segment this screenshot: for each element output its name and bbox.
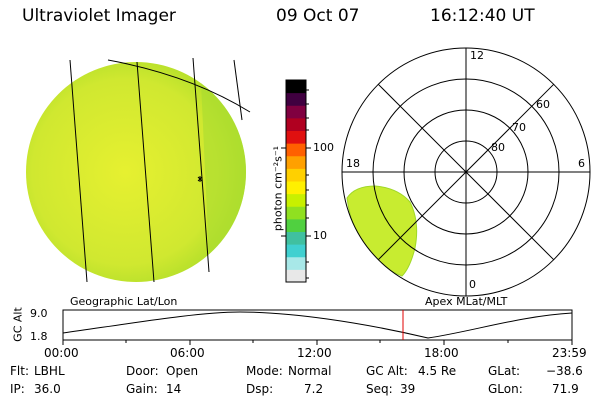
image-date: 09 Oct 07 — [276, 6, 360, 26]
seq-label: Seq: — [366, 382, 393, 396]
xtick-2359: 23:59 — [552, 346, 587, 360]
colorbar-segment — [286, 193, 306, 207]
colorbar-segment — [286, 117, 306, 132]
glat-label: GLat: — [488, 364, 521, 378]
altitude-ymax: 9.0 — [30, 307, 48, 320]
colorbar-segment — [286, 218, 306, 233]
altitude-ymin: 1.8 — [30, 330, 48, 343]
colorbar-segment — [286, 155, 306, 169]
colorbar-segment — [286, 256, 306, 270]
xtick-0000: 00:00 — [44, 346, 79, 360]
glon-value: 71.9 — [552, 382, 579, 396]
door-label: Door: — [126, 364, 159, 378]
colorbar-segment — [286, 231, 306, 245]
image-time: 16:12:40 UT — [430, 6, 535, 26]
ip-label: IP: — [10, 382, 25, 396]
colorbar-segment — [286, 244, 306, 258]
xtick-1800: 18:00 — [424, 346, 459, 360]
geographic-image — [26, 57, 251, 283]
colorbar-segment — [286, 206, 306, 220]
colorbar-segment — [286, 105, 306, 119]
mlt-18-label: 18 — [346, 157, 360, 170]
colorbar-segment — [286, 269, 306, 283]
altitude-ylabel: GC Alt — [11, 307, 25, 342]
mlat-60-label: 60 — [536, 98, 550, 111]
colorbar — [281, 79, 311, 283]
geographic-panel-label: Geographic Lat/Lon — [70, 295, 178, 308]
mlt-0-label: 0 — [469, 278, 476, 291]
xtick-0600: 06:00 — [170, 346, 205, 360]
gain-value: 14 — [166, 382, 182, 396]
ip-value: 36.0 — [34, 382, 61, 396]
xtick-1200: 12:00 — [297, 346, 332, 360]
altitude-plot — [62, 309, 573, 345]
seq-value: 39 — [400, 382, 416, 396]
gcalt-value: 4.5 Re — [418, 364, 457, 378]
colorbar-unit-label: photon cm⁻²s⁻¹ — [271, 145, 285, 232]
apex-panel-label: Apex MLat/MLT — [425, 295, 508, 308]
colorbar-tick-10: 10 — [313, 229, 327, 242]
instrument-title: Ultraviolet Imager — [22, 6, 176, 26]
colorbar-segment — [286, 80, 306, 94]
gain-label: Gain: — [126, 382, 158, 396]
mode-value: Normal — [288, 364, 332, 378]
door-value: Open — [166, 364, 199, 378]
lon-lines — [69, 57, 251, 283]
mode-label: Mode: — [246, 364, 283, 378]
mlat-70-label: 70 — [512, 121, 526, 134]
dsp-label: Dsp: — [246, 382, 274, 396]
mlt-6-label: 6 — [578, 157, 585, 170]
earth-disk — [26, 62, 246, 282]
flt-value: LBHL — [34, 364, 65, 378]
dsp-value: 7.2 — [304, 382, 324, 396]
mlt-12-label: 12 — [470, 49, 484, 62]
gcalt-label: GC Alt: — [366, 364, 408, 378]
glat-value: −38.6 — [546, 364, 583, 378]
colorbar-segment — [286, 181, 306, 195]
mlat-80-label: 80 — [491, 141, 505, 154]
colorbar-segment — [286, 130, 306, 144]
colorbar-segment — [286, 168, 306, 182]
glon-label: GLon: — [488, 382, 523, 396]
altitude-curve — [62, 311, 573, 339]
colorbar-tick-100: 100 — [313, 141, 334, 154]
flt-label: Flt: — [10, 364, 29, 378]
colorbar-segment — [286, 143, 306, 157]
polar-plot — [341, 47, 591, 297]
colorbar-segment — [286, 92, 306, 106]
